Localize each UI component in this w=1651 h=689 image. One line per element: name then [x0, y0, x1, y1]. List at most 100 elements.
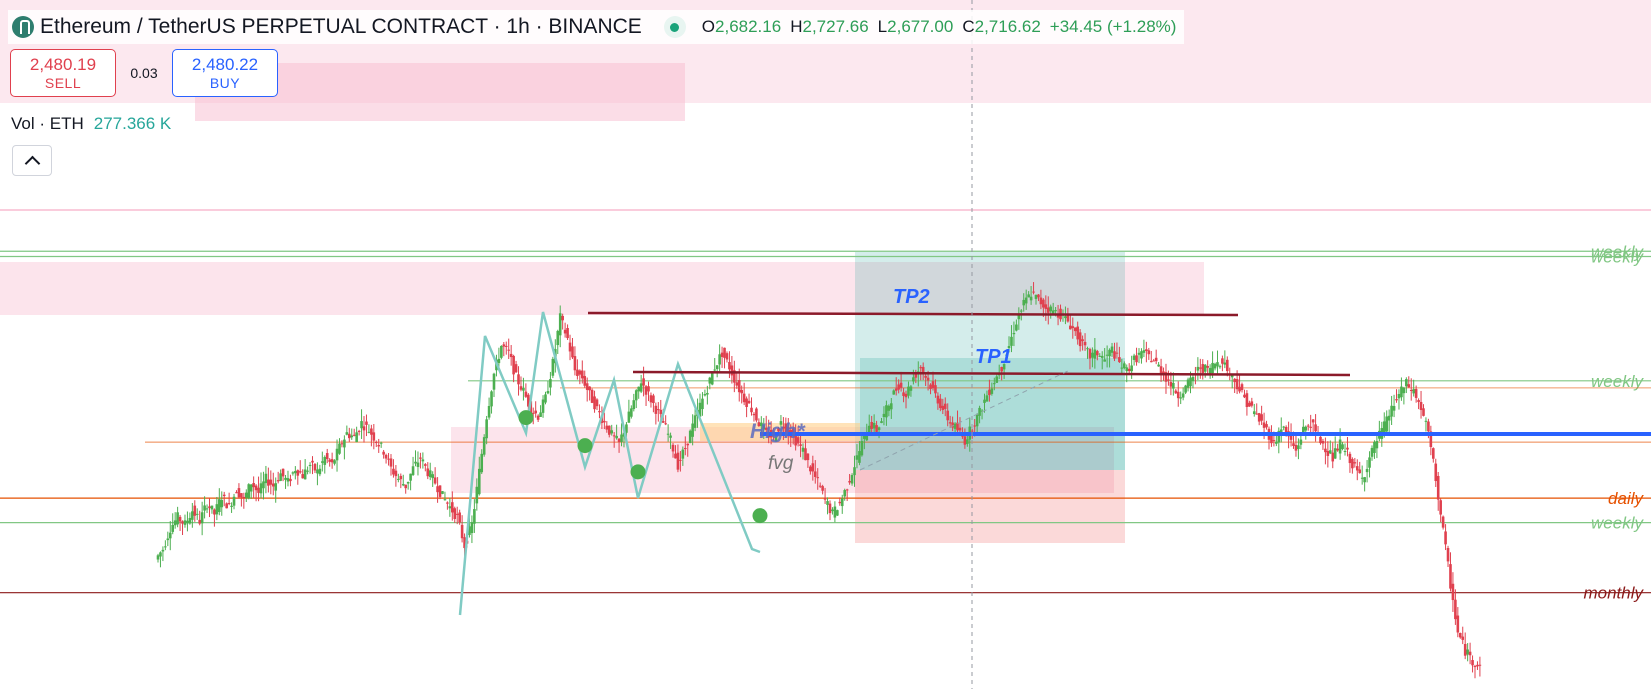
- candle-body: [1422, 408, 1425, 416]
- candle-body: [598, 411, 601, 413]
- candle-body: [1272, 440, 1276, 442]
- candle-body: [1054, 310, 1057, 312]
- candle-body: [1270, 434, 1273, 444]
- candle-body: [1184, 385, 1187, 393]
- candle-body: [1017, 314, 1021, 320]
- candle-body: [399, 475, 403, 480]
- candle-body: [757, 422, 761, 427]
- candle-body: [178, 516, 182, 522]
- tp2-line[interactable]: [587, 311, 1239, 317]
- candle-body: [585, 383, 589, 390]
- buy-price: 2,480.22: [191, 54, 259, 74]
- candle-body: [764, 427, 768, 430]
- candle-body: [1078, 332, 1082, 347]
- candle-body: [1203, 364, 1207, 372]
- level-label-weekly: weekly: [1591, 248, 1644, 267]
- candle-body: [1463, 644, 1467, 656]
- ohlc-open: O2,682.16: [701, 17, 782, 36]
- candle-body: [1429, 431, 1433, 448]
- candle-body: [1015, 324, 1018, 331]
- candle-body: [1022, 299, 1026, 306]
- candle-body: [1458, 632, 1462, 638]
- candle-body: [1309, 426, 1312, 428]
- candle-body: [1262, 422, 1266, 428]
- candle-body: [406, 481, 410, 484]
- pivot-low-point[interactable]: [752, 508, 768, 524]
- candle-body: [159, 552, 162, 557]
- candle-body: [1375, 440, 1379, 449]
- candle-body: [367, 431, 371, 433]
- tp1-line[interactable]: [632, 370, 1351, 377]
- volume-legend[interactable]: Vol · ETH 277.366 K: [11, 114, 171, 134]
- candle-body: [1427, 421, 1430, 432]
- take-profit-zone-inner: [860, 358, 1125, 470]
- candle-body: [612, 435, 616, 437]
- candle-body: [1088, 349, 1092, 359]
- pivot-low-point[interactable]: [518, 410, 534, 426]
- candle-body: [267, 479, 270, 486]
- candle-body: [1329, 450, 1332, 454]
- buy-button[interactable]: 2,480.22 BUY: [172, 49, 278, 97]
- candle-body: [313, 464, 317, 471]
- candle-body: [1355, 466, 1359, 471]
- candle-body: [409, 473, 412, 481]
- annotation-high: High*: [750, 420, 806, 443]
- candle-body: [652, 395, 655, 404]
- candle-body: [897, 384, 900, 390]
- candle-body: [630, 408, 633, 417]
- candle-body: [220, 500, 224, 508]
- candle-body: [1417, 400, 1420, 403]
- candle-body: [1179, 397, 1182, 399]
- candle-body: [777, 428, 780, 432]
- candle-body: [617, 438, 621, 443]
- candle-body: [737, 380, 741, 393]
- candle-body: [921, 366, 925, 373]
- candle-body: [850, 475, 854, 484]
- candle-body: [318, 468, 322, 475]
- candle-body: [517, 374, 520, 385]
- candle-body: [1076, 326, 1079, 340]
- candle-body: [956, 422, 959, 431]
- candle-body: [826, 501, 829, 505]
- candle-body: [330, 459, 334, 463]
- candle-body: [551, 358, 555, 376]
- candle-body: [1306, 425, 1310, 427]
- candle-body: [333, 460, 336, 464]
- market-status-icon[interactable]: [663, 16, 686, 38]
- collapse-legend-button[interactable]: [12, 145, 52, 176]
- candle-body: [747, 400, 751, 404]
- candle-body: [809, 466, 812, 472]
- candle-body: [1167, 379, 1170, 381]
- candle-body: [244, 492, 248, 498]
- candle-body: [1365, 468, 1369, 473]
- candle-body: [1189, 377, 1192, 387]
- candle-body: [289, 478, 292, 482]
- candle-body: [806, 453, 810, 461]
- candle-body: [872, 422, 876, 429]
- candle-body: [931, 381, 935, 389]
- candle-body: [536, 415, 540, 420]
- candle-body: [661, 421, 665, 423]
- candle-body: [218, 499, 221, 513]
- candle-body: [890, 403, 893, 410]
- candle-body: [664, 423, 667, 425]
- pivot-low-point[interactable]: [630, 464, 646, 480]
- candle-body: [1039, 297, 1043, 305]
- candle-body: [453, 508, 457, 520]
- candle-body: [384, 454, 388, 459]
- sell-button[interactable]: 2,480.19 SELL: [10, 49, 116, 97]
- candle-body: [1012, 332, 1016, 335]
- candle-body: [823, 498, 827, 500]
- candle-body: [428, 470, 432, 478]
- candle-body: [590, 389, 594, 403]
- candle-body: [502, 344, 506, 347]
- candle-body: [1149, 361, 1153, 363]
- symbol-title[interactable]: Ethereum / TetherUS PERPETUAL CONTRACT ·…: [40, 15, 642, 38]
- candle-body: [1333, 448, 1337, 459]
- candle-body: [1073, 327, 1077, 332]
- pivot-low-point[interactable]: [577, 438, 593, 454]
- candle-body: [1093, 349, 1097, 359]
- candle-body: [455, 513, 459, 515]
- candle-body: [1154, 357, 1158, 362]
